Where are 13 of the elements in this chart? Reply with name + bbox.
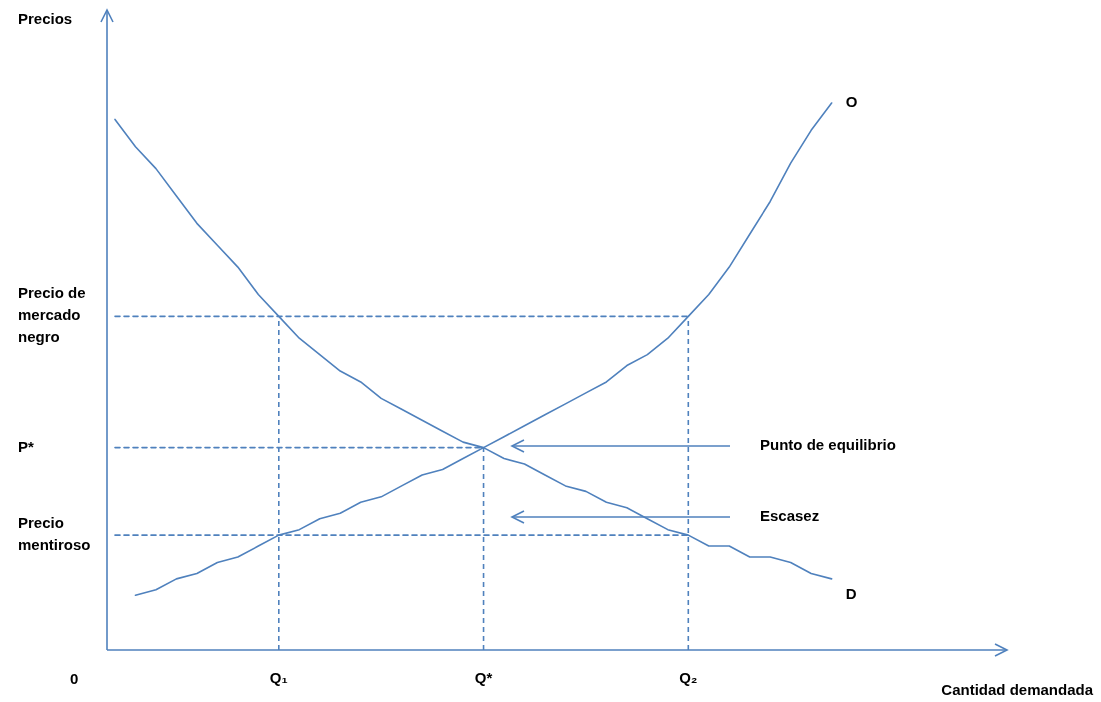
- series-label: O: [845, 92, 858, 110]
- text: Precio mentiroso: [18, 514, 91, 554]
- text: P*: [18, 437, 34, 455]
- text: Precio de mercado negro: [18, 284, 86, 346]
- text: Cantidad demandada: [941, 681, 1094, 698]
- series-label: D: [845, 584, 857, 602]
- text: 0: [70, 669, 79, 687]
- text: Precios: [18, 10, 73, 27]
- x-tick-label: Q₁: [269, 669, 288, 686]
- annotation: Punto de equilibrio: [760, 435, 896, 453]
- annotation: Escasez: [760, 506, 820, 524]
- x-tick-label: Q*: [474, 669, 493, 686]
- x-tick-label: Q₂: [679, 669, 698, 686]
